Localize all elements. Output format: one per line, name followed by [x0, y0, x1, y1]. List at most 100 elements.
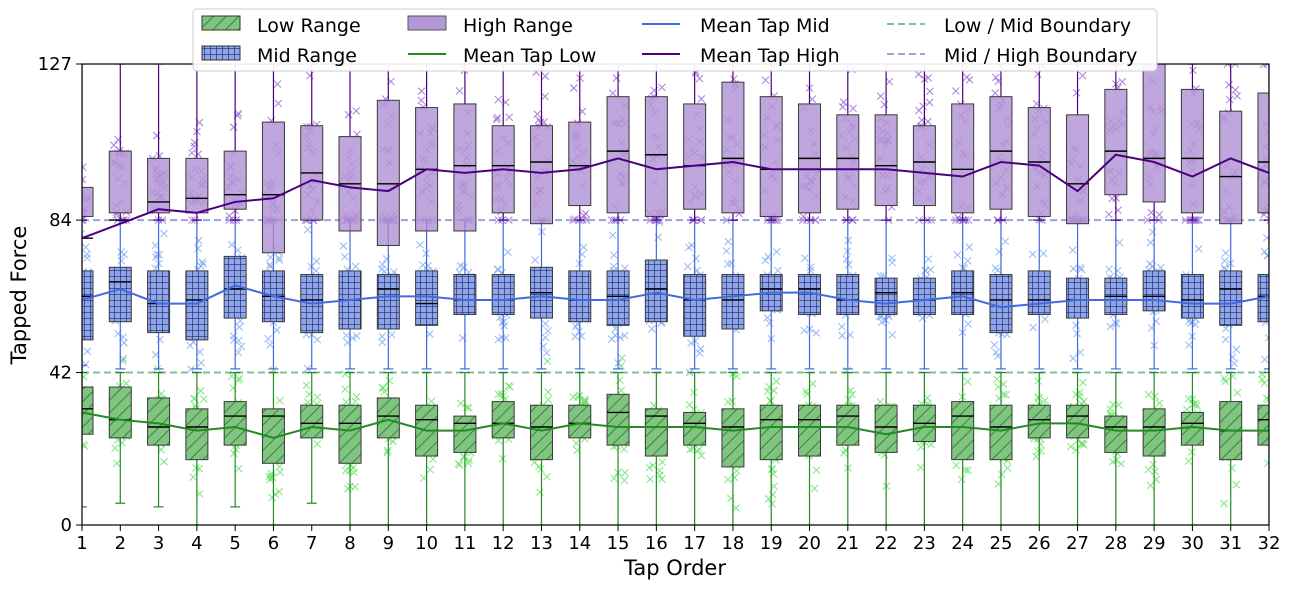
mid-box	[1027, 270, 1051, 315]
axes: 1 2 3 4 5 6 7 8 9 10 11 12 13 14 15 16 17 18 19 20 21 22 23 24 2…	[38, 54, 1281, 554]
mid-scatter-point	[378, 260, 387, 269]
mid-scatter-point	[1156, 263, 1165, 272]
high-scatter-point	[729, 75, 738, 84]
mid-scatter-point	[155, 250, 164, 259]
x-tick-label: 19	[760, 533, 783, 554]
mid-scatter-point	[196, 348, 204, 356]
mid-scatter-point	[1228, 353, 1237, 361]
low-scatter-point	[426, 465, 435, 474]
high-box	[82, 186, 94, 217]
high-box	[261, 121, 285, 254]
mid-scatter-point	[620, 331, 629, 340]
mid-scatter-point	[1148, 228, 1157, 236]
mid-scatter-point	[572, 322, 580, 331]
high-box	[568, 121, 592, 207]
mid-scatter-point	[993, 352, 1002, 361]
low-scatter-point	[689, 388, 698, 397]
low-scatter-point	[73, 443, 80, 450]
x-tick-label: 3	[153, 533, 164, 554]
x-tick-label: 5	[229, 533, 240, 554]
low-scatter-point	[543, 472, 551, 481]
x-tick-label: 25	[990, 533, 1013, 554]
mid-scatter-point	[773, 266, 782, 275]
low-scatter-point	[927, 440, 936, 449]
x-tick-label: 11	[453, 533, 476, 554]
low-scatter-point	[649, 461, 657, 470]
low-scatter-point	[686, 445, 694, 454]
x-tick-label: 26	[1028, 533, 1051, 554]
mid-scatter-point	[772, 247, 781, 256]
low-scatter-point	[302, 381, 311, 390]
high-box	[1180, 88, 1204, 214]
low-scatter-point	[732, 466, 741, 475]
low-scatter-point	[724, 475, 732, 484]
mid-scatter-point	[1072, 321, 1080, 330]
high-scatter-point	[417, 96, 426, 105]
mid-box	[912, 277, 936, 315]
mid-scatter-point	[187, 365, 195, 374]
legend-high-swatch	[407, 15, 447, 31]
x-tick-label: 8	[344, 533, 355, 554]
mid-scatter-point	[571, 332, 580, 341]
legend-mid-high-boundary: Mid / High Boundary	[944, 45, 1137, 67]
high-box	[147, 157, 171, 214]
low-scatter-point	[1264, 459, 1269, 467]
x-tick-label: 17	[683, 533, 706, 554]
mid-scatter-point	[683, 262, 692, 271]
mid-scatter-point	[1115, 238, 1124, 247]
mid-scatter-point	[992, 348, 1001, 357]
low-scatter-point	[1146, 481, 1155, 490]
low-scatter-point	[645, 463, 654, 472]
low-scatter-point	[350, 468, 358, 477]
low-scatter-point	[1034, 377, 1042, 385]
mid-scatter-point	[229, 332, 238, 340]
high-box	[1104, 88, 1128, 196]
mid-scatter-point	[117, 248, 126, 256]
low-scatter-point	[351, 397, 360, 406]
mid-scatter-point	[1191, 320, 1200, 329]
low-scatter-point	[916, 463, 925, 472]
low-scatter-point	[957, 475, 966, 484]
high-box	[453, 103, 477, 232]
low-scatter-point	[1233, 388, 1242, 397]
high-box	[874, 114, 898, 207]
x-tick-label: 32	[1258, 533, 1281, 554]
mid-scatter-point	[266, 260, 274, 269]
low-box	[108, 386, 132, 439]
low-scatter-point	[1066, 442, 1075, 451]
x-tick-label: 22	[875, 533, 898, 554]
mid-box	[108, 266, 132, 323]
high-scatter-point	[82, 163, 87, 172]
low-scatter-point	[848, 390, 857, 399]
mid-scatter-point	[1077, 265, 1086, 274]
low-scatter-point	[265, 472, 274, 481]
low-scatter-point	[963, 377, 972, 386]
low-scatter-point	[697, 451, 706, 460]
low-scatter-point	[1262, 394, 1269, 402]
mid-box	[721, 274, 745, 330]
high-scatter-point	[494, 95, 503, 104]
high-scatter-point	[580, 211, 589, 220]
low-scatter-point	[160, 457, 169, 466]
low-scatter-point	[379, 384, 388, 392]
mid-scatter-point	[151, 350, 160, 359]
legend-mean-tap-low: Mean Tap Low	[463, 45, 596, 67]
low-scatter-point	[122, 379, 131, 388]
mid-scatter-point	[1001, 237, 1010, 246]
low-scatter-point	[389, 437, 397, 446]
x-tick-label: 29	[1143, 533, 1166, 554]
low-scatter-point	[1270, 443, 1277, 450]
mid-scatter-point	[842, 255, 851, 264]
mid-scatter-point	[1221, 249, 1230, 257]
low-scatter-point	[768, 499, 776, 508]
mid-scatter-point	[275, 256, 284, 265]
low-scatter-point	[1272, 394, 1279, 401]
mid-scatter-point	[342, 331, 351, 340]
mid-box	[415, 270, 439, 326]
low-scatter-point	[82, 382, 83, 390]
high-scatter-point	[1231, 64, 1240, 68]
low-scatter-point	[1232, 480, 1241, 489]
low-box	[721, 408, 745, 468]
low-scatter-point	[112, 459, 121, 468]
high-scatter-point	[1147, 208, 1156, 217]
